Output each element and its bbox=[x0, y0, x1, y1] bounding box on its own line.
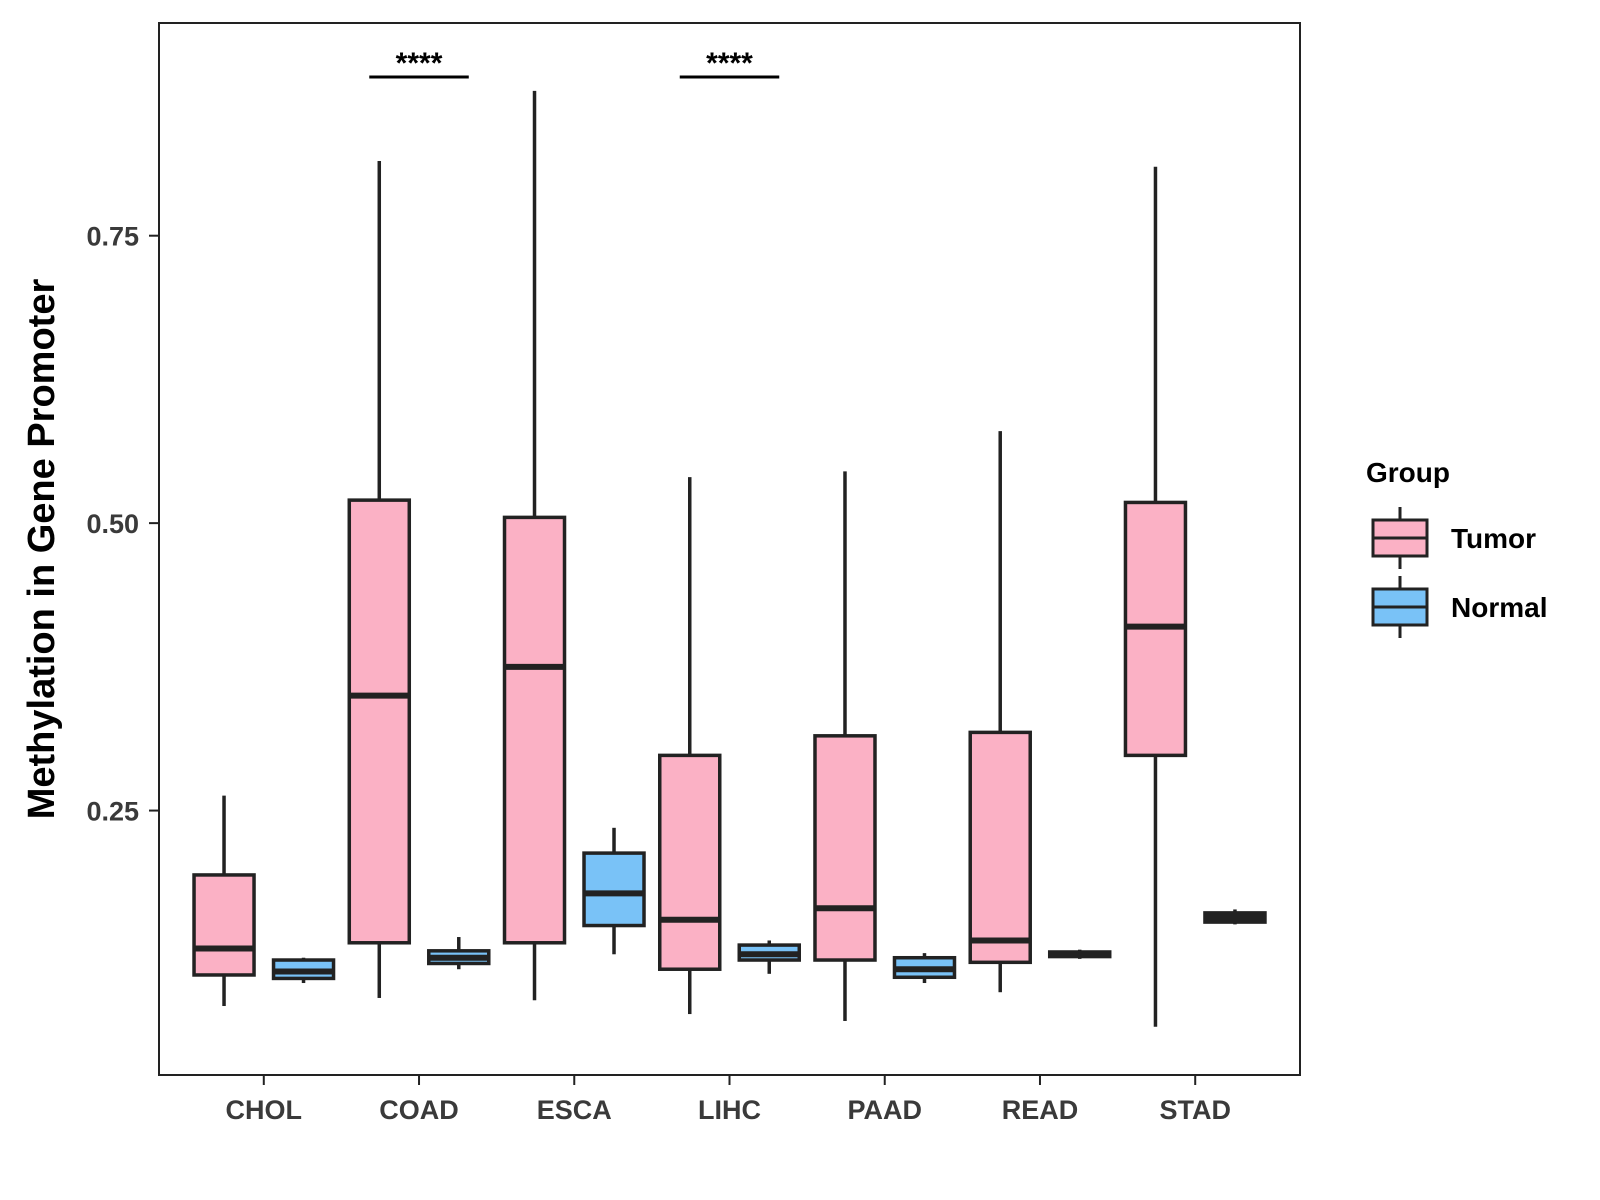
x-tick-label-read: READ bbox=[1002, 1095, 1079, 1125]
box-tumor-esca bbox=[502, 90, 567, 1001]
box-normal-paad bbox=[892, 953, 957, 984]
x-tick-label-stad: STAD bbox=[1159, 1095, 1231, 1125]
legend-title: Group bbox=[1366, 457, 1450, 488]
box-body bbox=[192, 873, 256, 977]
box-normal-lihc bbox=[737, 940, 801, 974]
box-body bbox=[502, 515, 567, 945]
x-tick-label-esca: ESCA bbox=[537, 1095, 612, 1125]
significance-label: **** bbox=[396, 47, 443, 80]
box-body bbox=[582, 851, 646, 928]
significance-annotations: **** **** bbox=[369, 47, 780, 80]
box-tumor-lihc bbox=[658, 477, 722, 1015]
x-tick-label-coad: COAD bbox=[379, 1095, 459, 1125]
legend-item-tumor: Tumor bbox=[1371, 507, 1536, 569]
box-tumor-coad bbox=[347, 160, 412, 998]
box-tumor-chol bbox=[192, 795, 256, 1007]
legend-label: Normal bbox=[1451, 592, 1547, 623]
x-axis: CHOL COAD ESCA LIHC PAAD READ STAD bbox=[226, 1075, 1231, 1125]
box-tumor-read bbox=[968, 431, 1032, 993]
x-tick-label-chol: CHOL bbox=[226, 1095, 303, 1125]
legend-item-normal: Normal bbox=[1371, 576, 1547, 638]
box-normal-read bbox=[1047, 949, 1112, 959]
y-tick-label: 0.50 bbox=[86, 509, 139, 539]
box-body bbox=[658, 753, 722, 971]
box-body bbox=[347, 498, 412, 945]
box-normal-coad bbox=[427, 937, 491, 970]
legend-label: Tumor bbox=[1451, 523, 1536, 554]
box-normal-chol bbox=[271, 957, 336, 984]
x-tick-label-paad: PAAD bbox=[847, 1095, 922, 1125]
box-body bbox=[813, 734, 877, 962]
box-layer bbox=[192, 90, 1267, 1027]
box-tumor-paad bbox=[813, 471, 877, 1021]
y-tick-label: 0.75 bbox=[86, 222, 139, 252]
box-normal-stad bbox=[1203, 909, 1267, 925]
box-tumor-stad bbox=[1123, 166, 1188, 1027]
box-normal-esca bbox=[582, 827, 646, 955]
y-axis-title: Methylation in Gene Promoter bbox=[21, 279, 63, 820]
box-body bbox=[968, 730, 1032, 965]
significance-label: **** bbox=[706, 47, 753, 80]
legend: Group Tumor Normal bbox=[1366, 457, 1547, 638]
x-tick-label-lihc: LIHC bbox=[698, 1095, 761, 1125]
y-tick-label: 0.25 bbox=[86, 797, 139, 827]
y-axis: 0.25 0.50 0.75 bbox=[86, 222, 159, 827]
